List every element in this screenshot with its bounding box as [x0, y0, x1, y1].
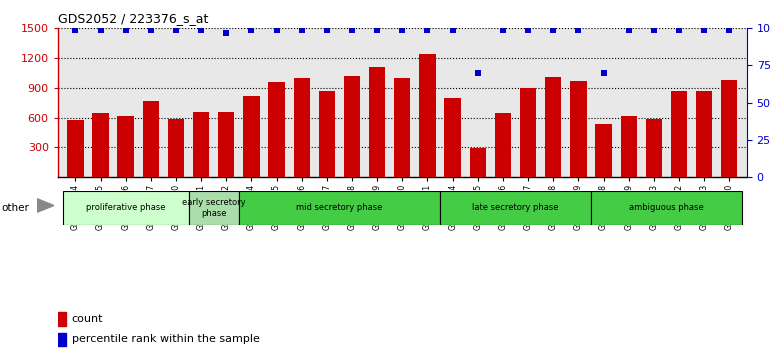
Bar — [495, 113, 511, 177]
Text: count: count — [72, 314, 103, 324]
Bar — [696, 91, 712, 177]
Point — [421, 27, 434, 33]
Bar — [319, 91, 335, 177]
Point — [522, 27, 534, 33]
Bar — [293, 78, 310, 177]
Point — [119, 27, 132, 33]
Text: GDS2052 / 223376_s_at: GDS2052 / 223376_s_at — [58, 12, 208, 25]
Point — [648, 27, 660, 33]
Point — [371, 27, 383, 33]
Bar — [444, 98, 460, 177]
Point — [220, 30, 233, 36]
Text: mid secretory phase: mid secretory phase — [296, 204, 383, 212]
Bar — [118, 116, 134, 177]
Point — [622, 27, 634, 33]
Bar — [591, 191, 742, 225]
Bar — [545, 77, 561, 177]
Point — [572, 27, 584, 33]
Bar — [67, 120, 83, 177]
Bar — [58, 333, 66, 346]
Point — [547, 27, 559, 33]
Bar — [571, 81, 587, 177]
Text: ambiguous phase: ambiguous phase — [629, 204, 704, 212]
Bar — [58, 312, 66, 326]
Point — [270, 27, 283, 33]
Point — [723, 27, 735, 33]
Bar — [671, 91, 687, 177]
Bar — [440, 191, 591, 225]
Point — [698, 27, 710, 33]
Point — [296, 27, 308, 33]
Polygon shape — [37, 199, 54, 212]
Bar — [721, 80, 738, 177]
Text: late secretory phase: late secretory phase — [472, 204, 559, 212]
Bar — [646, 119, 662, 177]
Bar — [420, 54, 436, 177]
Bar — [595, 125, 611, 177]
Bar — [243, 96, 259, 177]
Point — [346, 27, 358, 33]
Bar — [621, 115, 637, 177]
Bar — [193, 112, 209, 177]
Bar — [470, 148, 486, 177]
Point — [195, 27, 207, 33]
Bar — [189, 191, 239, 225]
Point — [69, 27, 82, 33]
Bar — [92, 113, 109, 177]
Text: percentile rank within the sample: percentile rank within the sample — [72, 335, 259, 344]
Point — [95, 27, 107, 33]
Bar — [168, 119, 184, 177]
Text: early secretory
phase: early secretory phase — [182, 198, 246, 218]
Bar — [369, 67, 385, 177]
Bar — [269, 82, 285, 177]
Bar — [63, 191, 189, 225]
Bar — [142, 101, 159, 177]
Bar — [520, 88, 536, 177]
Bar — [394, 78, 410, 177]
Point — [471, 70, 484, 76]
Point — [397, 27, 409, 33]
Point — [497, 27, 509, 33]
Point — [321, 27, 333, 33]
Text: other: other — [2, 203, 29, 213]
Point — [170, 27, 182, 33]
Point — [447, 27, 459, 33]
Bar — [218, 112, 234, 177]
Bar — [344, 76, 360, 177]
Point — [673, 27, 685, 33]
Point — [145, 27, 157, 33]
Text: proliferative phase: proliferative phase — [86, 204, 166, 212]
Point — [598, 70, 610, 76]
Bar — [239, 191, 440, 225]
Point — [246, 27, 258, 33]
